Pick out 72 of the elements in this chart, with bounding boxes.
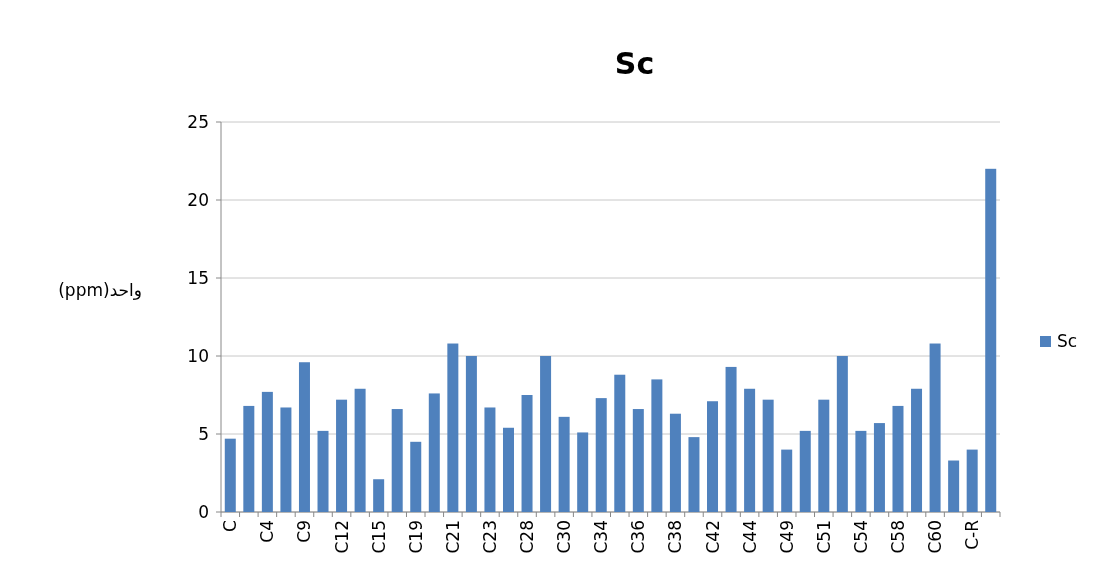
- bar: [595, 398, 607, 512]
- bar: [651, 379, 663, 512]
- x-tick-label: C: [220, 520, 241, 532]
- legend-label: Sc: [1057, 331, 1078, 351]
- bar: [243, 405, 255, 512]
- bar: [484, 407, 496, 512]
- x-tick-label: C58: [887, 520, 908, 554]
- bar: [502, 427, 514, 512]
- x-tick-label: C38: [665, 520, 686, 554]
- bar: [985, 168, 997, 512]
- x-tick-label: C12: [331, 520, 352, 554]
- x-tick-label: C21: [442, 520, 463, 554]
- y-axis-title: واحد(ppm): [58, 280, 142, 300]
- bar: [818, 399, 830, 512]
- y-tick-label: 0: [198, 502, 209, 522]
- bar: [948, 460, 960, 512]
- x-tick-label: C30: [554, 520, 575, 554]
- bar: [261, 391, 273, 512]
- x-tick-label: C42: [702, 520, 723, 554]
- bar: [762, 399, 774, 512]
- bar: [873, 423, 885, 512]
- y-tick-label: 10: [187, 346, 209, 366]
- y-tick-label: 20: [187, 190, 209, 210]
- bar: [911, 388, 923, 512]
- chart-title: Sc: [614, 46, 655, 81]
- bar: [521, 395, 533, 512]
- x-tick-label: C34: [591, 520, 612, 554]
- y-tick-label: 5: [198, 424, 209, 444]
- bar: [540, 356, 552, 512]
- bar: [298, 362, 310, 512]
- x-tick-label: C15: [368, 520, 389, 554]
- bar: [855, 430, 867, 512]
- x-tick-label: C28: [517, 520, 538, 554]
- y-tick-label: 15: [187, 268, 209, 288]
- bar: [799, 430, 811, 512]
- bar: [280, 407, 292, 512]
- bar: [336, 399, 348, 512]
- bar: [929, 343, 941, 512]
- bar: [391, 409, 403, 512]
- y-tick-label: 25: [187, 112, 209, 132]
- bar: [558, 416, 570, 512]
- bar: [373, 479, 385, 512]
- bar: [447, 343, 459, 512]
- bar: [669, 413, 681, 512]
- x-tick-label: C9: [294, 520, 315, 543]
- bar: [966, 449, 978, 512]
- bar: [688, 437, 700, 512]
- x-tick-label: C49: [776, 520, 797, 554]
- bar: [465, 356, 477, 512]
- bar: [744, 388, 756, 512]
- x-tick-label: C19: [405, 520, 426, 554]
- bar: [836, 356, 848, 512]
- x-tick-label: C51: [813, 520, 834, 554]
- bar: [781, 449, 793, 512]
- bar: [632, 409, 644, 512]
- x-tick-label: C23: [479, 520, 500, 554]
- bar: [614, 374, 626, 512]
- bar: [224, 438, 236, 512]
- x-tick-label: C36: [628, 520, 649, 554]
- bar: [725, 366, 737, 512]
- bar: [410, 441, 422, 512]
- x-tick-label: C4: [257, 520, 278, 543]
- x-tick-label: C60: [925, 520, 946, 554]
- bar: [707, 401, 719, 512]
- bar: [892, 405, 904, 512]
- bar: [428, 393, 440, 512]
- x-tick-label: C54: [850, 520, 871, 554]
- x-tick-label: C-R: [962, 519, 983, 550]
- bar: [577, 432, 589, 512]
- bar: [354, 388, 366, 512]
- bar: [317, 430, 329, 512]
- x-tick-label: C44: [739, 520, 760, 554]
